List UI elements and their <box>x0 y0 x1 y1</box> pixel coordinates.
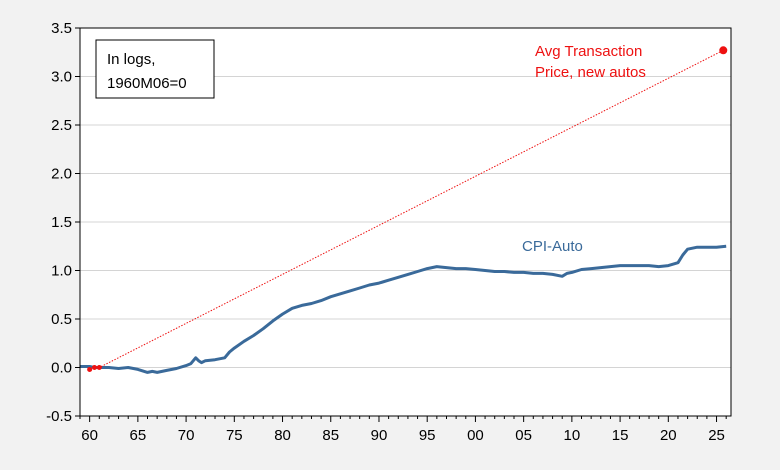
plot-border <box>79 27 732 417</box>
x-tick-label: 15 <box>612 427 629 444</box>
x-tick-label: 00 <box>467 427 484 444</box>
y-tick-label: 2.0 <box>51 166 72 183</box>
x-tick-label: 75 <box>226 427 243 444</box>
x-tick-label: 85 <box>322 427 339 444</box>
note-line-2: 1960M06=0 <box>107 75 187 92</box>
atp-label-line-1: Avg Transaction <box>535 43 642 60</box>
series-lines <box>80 46 728 374</box>
atp-line <box>89 49 724 370</box>
cpi-auto-line <box>80 244 727 374</box>
x-tick-label: 70 <box>178 427 195 444</box>
y-axis-ticks: -0.5 0.0 0.5 1.0 1.5 2.0 2.5 3.0 3.5 <box>46 20 80 425</box>
x-tick-label: 90 <box>371 427 388 444</box>
y-tick-label: 1.5 <box>51 214 72 231</box>
x-tick-label: 20 <box>660 427 677 444</box>
atp-start-point <box>87 366 93 372</box>
atp-label-line-2: Price, new autos <box>535 64 646 81</box>
atp-label: Avg Transaction Price, new autos <box>535 43 646 81</box>
note-box-border <box>95 39 215 99</box>
atp-start-point <box>91 365 97 370</box>
x-tick-label: 25 <box>708 427 725 444</box>
x-tick-label: 60 <box>81 427 98 444</box>
cpi-auto-label: CPI-Auto <box>522 238 583 255</box>
y-tick-label: 0.5 <box>51 311 72 328</box>
x-tick-label: 10 <box>564 427 581 444</box>
atp-end-point <box>719 46 728 55</box>
plot-frame <box>79 27 732 417</box>
atp-start-point <box>96 365 102 370</box>
x-tick-label: 95 <box>419 427 436 444</box>
y-tick-label: 0.0 <box>51 360 72 377</box>
y-tick-label: 3.5 <box>51 20 72 37</box>
y-tick-label: 1.0 <box>51 263 72 280</box>
y-tick-label: -0.5 <box>46 408 72 425</box>
note-line-1: In logs, <box>107 51 155 68</box>
note-box: In logs, 1960M06=0 <box>95 39 215 99</box>
x-axis-ticks: 60 65 70 75 80 85 90 95 00 05 10 15 20 25 <box>79 416 727 444</box>
y-tick-label: 2.5 <box>51 117 72 134</box>
y-tick-label: 3.0 <box>51 69 72 86</box>
x-tick-label: 65 <box>130 427 147 444</box>
x-tick-label: 05 <box>515 427 532 444</box>
x-tick-label: 80 <box>274 427 291 444</box>
